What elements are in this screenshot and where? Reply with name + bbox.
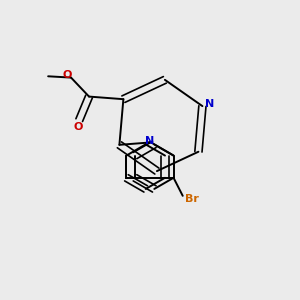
Text: Br: Br — [185, 194, 199, 204]
Text: N: N — [146, 136, 154, 146]
Text: O: O — [62, 70, 71, 80]
Text: N: N — [205, 100, 214, 110]
Text: O: O — [73, 122, 83, 132]
